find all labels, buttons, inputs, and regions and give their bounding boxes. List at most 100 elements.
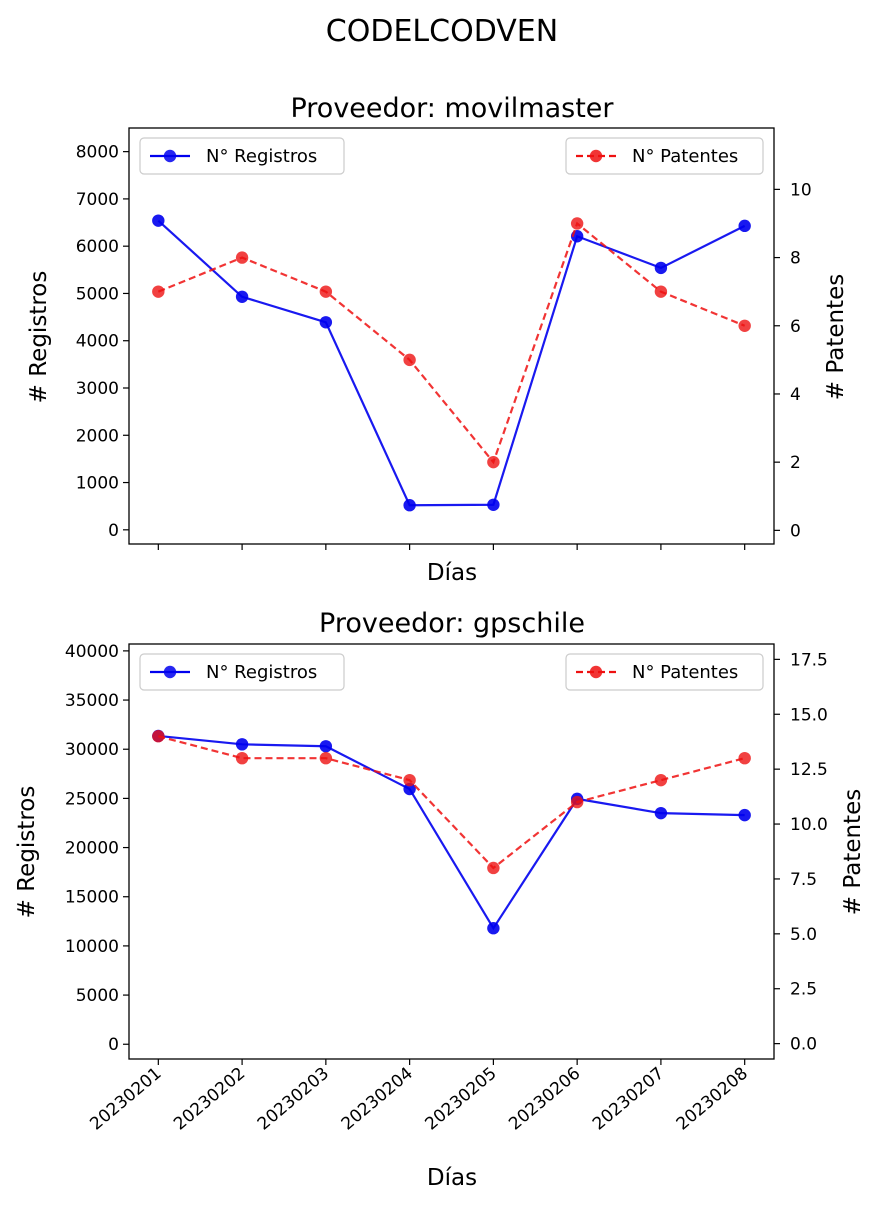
point-patentes: [235, 751, 249, 765]
series-line-registros: [158, 734, 745, 931]
y-tick-label-left: 25000: [65, 789, 119, 809]
panel-movilmaster: Proveedor: movilmaster Días # Registros …: [26, 93, 849, 586]
y-tick-label-left: 7000: [76, 190, 119, 210]
y-tick-label-right: 17.5: [790, 650, 828, 670]
point-patentes: [235, 251, 249, 264]
point-patentes: [319, 751, 333, 765]
point-patentes: [654, 773, 668, 787]
point-patentes: [403, 773, 416, 787]
y-tick-label-right: 4: [790, 385, 801, 405]
point-patentes: [654, 285, 668, 298]
series-line-patentes: [157, 221, 746, 465]
y-tick-label-right: 12.5: [790, 760, 828, 780]
series-line-registros: [157, 219, 746, 507]
y-tick-label-right: 5.0: [790, 925, 817, 945]
y-tick-label-left: 30000: [65, 740, 119, 760]
x-tick-label: 20230206: [505, 1064, 584, 1135]
point-registros: [654, 261, 668, 275]
legend-patentes: N° Patentes: [565, 653, 764, 691]
y-tick-label-left: 2000: [76, 426, 119, 446]
y-axis-label-left: # Registros: [26, 271, 52, 404]
figure-title: CODELCODVEN: [326, 14, 558, 49]
legend-registros: N° Registros: [139, 653, 345, 691]
y-tick-label-left: 15000: [65, 888, 119, 908]
y-tick-label-left: 1000: [76, 474, 119, 494]
legend-frame: [565, 137, 764, 175]
point-registros: [403, 782, 416, 796]
point-registros: [487, 922, 500, 935]
point-registros: [654, 806, 668, 820]
y-tick-label-right: 6: [790, 317, 801, 337]
panel-gpschile: Proveedor: gpschile Días # Registros # P…: [14, 608, 866, 1191]
point-patentes: [152, 730, 165, 743]
point-registros: [235, 290, 249, 303]
y-tick-label-right: 2.5: [790, 980, 817, 1000]
point-patentes: [738, 319, 751, 332]
y-tick-label-left: 10000: [65, 937, 119, 957]
point-patentes: [570, 217, 584, 230]
y-tick-label-left: 0: [108, 521, 119, 541]
point-patentes: [570, 795, 584, 809]
y-axis-label-right: # Patentes: [840, 789, 866, 915]
point-registros: [319, 316, 333, 329]
point-patentes: [738, 751, 751, 765]
y-tick-label-left: 40000: [65, 642, 119, 662]
y-tick-label-left: 3000: [76, 379, 119, 399]
legend-label: N° Patentes: [632, 662, 738, 683]
legend-marker: [589, 149, 603, 163]
x-tick-label: 20230205: [421, 1064, 500, 1135]
x-tick-label: 20230201: [86, 1064, 165, 1135]
y-tick-label-right: 7.5: [790, 870, 817, 890]
point-patentes: [152, 285, 165, 298]
panel-title: Proveedor: movilmaster: [290, 93, 614, 124]
x-axis-label: Días: [427, 560, 477, 586]
y-tick-label-right: 0: [790, 521, 801, 541]
legend-marker: [163, 149, 177, 163]
point-registros: [235, 738, 249, 751]
point-registros: [403, 499, 416, 512]
point-patentes: [403, 353, 416, 367]
legend-frame: [565, 653, 764, 691]
legend-frame: [139, 653, 345, 691]
point-registros: [319, 740, 333, 753]
y-tick-label-left: 5000: [76, 986, 119, 1006]
legend-frame: [139, 137, 345, 175]
x-tick-label: 20230203: [254, 1064, 333, 1135]
x-axis-label: Días: [427, 1165, 477, 1191]
y-tick-label-left: 6000: [76, 237, 119, 257]
y-tick-label-right: 0.0: [790, 1035, 817, 1055]
y-tick-label-left: 5000: [76, 284, 119, 304]
x-tick-label: 20230207: [589, 1064, 668, 1135]
legend-label: N° Registros: [206, 146, 317, 167]
axes-frame: [128, 643, 775, 1060]
legend-marker: [163, 665, 177, 679]
legend-marker: [589, 665, 603, 679]
legend-patentes: N° Patentes: [565, 137, 764, 175]
y-tick-label-right: 8: [790, 249, 801, 269]
y-axis-label-right: # Patentes: [823, 274, 849, 400]
point-registros: [738, 219, 751, 233]
y-tick-label-left: 35000: [65, 691, 119, 711]
legend-label: N° Registros: [206, 662, 317, 683]
point-patentes: [319, 285, 333, 298]
y-tick-label-right: 2: [790, 453, 801, 473]
point-patentes: [487, 861, 500, 875]
x-tick-label: 20230208: [673, 1064, 752, 1135]
y-tick-label-left: 4000: [76, 332, 119, 352]
series-line-patentes: [158, 735, 745, 870]
y-tick-label-right: 10.0: [790, 815, 828, 835]
legend-registros: N° Registros: [139, 137, 345, 175]
x-tick-label: 20230204: [338, 1064, 417, 1135]
y-tick-label-left: 20000: [65, 839, 119, 859]
point-registros: [487, 498, 500, 511]
axes-frame: [128, 127, 775, 545]
x-tick-label: 20230202: [170, 1064, 249, 1135]
panel-title: Proveedor: gpschile: [319, 608, 585, 639]
y-tick-label-left: 0: [108, 1035, 119, 1055]
point-registros: [738, 808, 751, 822]
point-registros: [152, 214, 165, 227]
legend-label: N° Patentes: [632, 146, 738, 167]
y-tick-label-right: 10: [790, 180, 812, 200]
y-tick-label-left: 8000: [76, 143, 119, 163]
